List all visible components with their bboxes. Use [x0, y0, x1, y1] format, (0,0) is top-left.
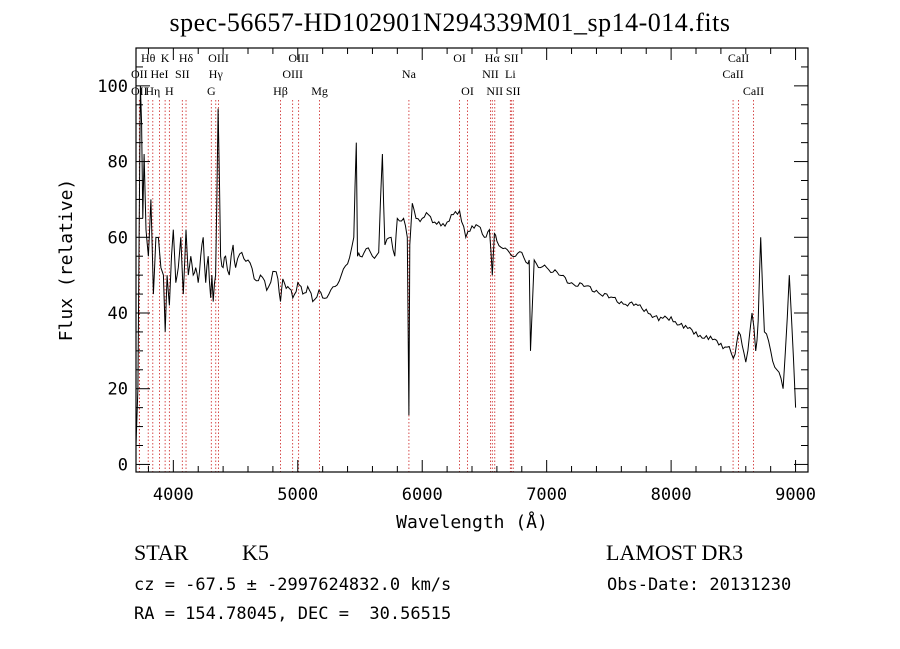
- spectral-line-label: OIII: [208, 51, 229, 65]
- y-tick-label: 80: [108, 153, 128, 173]
- spectral-line-label: OIII: [282, 67, 303, 81]
- x-tick-label: 9000: [775, 485, 816, 505]
- obs-date: Obs-Date: 20131230: [607, 575, 792, 595]
- coordinates: RA = 154.78045, DEC = 30.56515: [134, 604, 452, 624]
- spectral-line-label: CaII: [743, 84, 764, 98]
- spectral-line-label: OI: [461, 84, 474, 98]
- spectral-line-label: SII: [504, 51, 519, 65]
- spectral-line-label: Hθ: [141, 51, 156, 65]
- x-tick-label: 8000: [651, 485, 692, 505]
- y-tick-label: 40: [108, 304, 128, 324]
- spectral-line-label: OIII: [288, 51, 309, 65]
- spectrum-line: [135, 85, 797, 446]
- object-class-label: STAR: [134, 540, 189, 565]
- spectral-line-label: Hη: [145, 84, 160, 98]
- spectral-line-label: CaII: [722, 67, 743, 81]
- x-tick-label: 7000: [526, 485, 567, 505]
- x-tick-label: 6000: [402, 485, 443, 505]
- spectral-line-label: Hβ: [273, 84, 288, 98]
- spectral-line-label: Hδ: [179, 51, 194, 65]
- y-tick-label: 20: [108, 380, 128, 400]
- spectral-line-label: Mg: [311, 84, 328, 98]
- spectral-line-label: NII: [486, 84, 503, 98]
- spectral-line-label: Hα: [485, 51, 501, 65]
- y-tick-label: 100: [97, 77, 128, 97]
- chart-title: spec-56657-HD102901N294339M01_sp14-014.f…: [169, 8, 731, 37]
- x-axis-label: Wavelength (Å): [396, 511, 548, 533]
- spectral-line-label: H: [165, 84, 174, 98]
- spectral-line-label: Li: [505, 67, 516, 81]
- y-tick-label: 0: [118, 455, 128, 475]
- spectral-line-label: G: [207, 84, 216, 98]
- spectral-line-label: OII: [131, 84, 148, 98]
- y-axis-label: Flux (relative): [56, 179, 77, 342]
- redshift-info: cz = -67.5 ± -2997624832.0 km/s: [134, 575, 452, 595]
- spectral-line-label: K: [161, 51, 170, 65]
- spectral-line-label: Hγ: [209, 67, 224, 81]
- spectral-line-label: OII: [131, 67, 148, 81]
- y-tick-label: 60: [108, 228, 128, 248]
- x-tick-label: 4000: [153, 485, 194, 505]
- spectral-line-label: NII: [482, 67, 499, 81]
- x-tick-label: 5000: [277, 485, 318, 505]
- spectral-line-label: HeI: [151, 67, 169, 81]
- spectral-subclass: K5: [242, 540, 269, 565]
- spectral-line-label: SII: [175, 67, 190, 81]
- spectral-line-label: Na: [402, 67, 417, 81]
- spectral-line-label: OI: [453, 51, 466, 65]
- survey-name: LAMOST DR3: [606, 540, 744, 565]
- spectral-line-label: SII: [506, 84, 521, 98]
- spectral-line-label: CaII: [728, 51, 749, 65]
